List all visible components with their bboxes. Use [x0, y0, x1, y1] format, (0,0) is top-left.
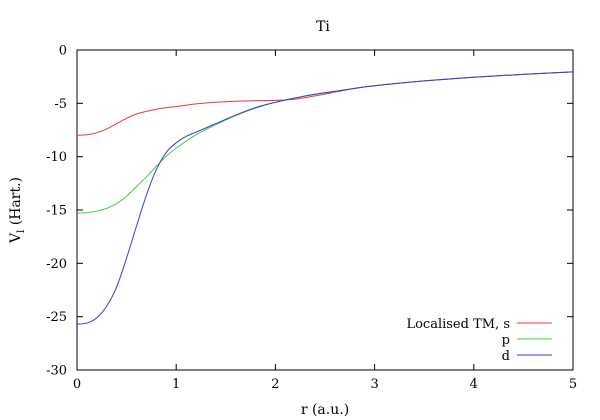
y-axis-label-main: V — [8, 232, 24, 244]
legend: Localised TM, s p d — [406, 317, 552, 364]
y-tick-label: -10 — [46, 150, 67, 165]
y-axis: 0 -5 -10 -15 -20 -25 -30 — [46, 44, 573, 379]
x-tick-label: 1 — [172, 377, 180, 392]
series-layer — [76, 71, 574, 325]
series-line-d — [76, 71, 574, 325]
legend-label-s: Localised TM, s — [406, 317, 510, 332]
y-tick-label: -20 — [46, 257, 67, 272]
x-axis: 0 1 2 3 4 5 — [73, 50, 577, 392]
y-tick-label: -15 — [46, 204, 67, 219]
x-tick-label: 3 — [370, 377, 378, 392]
legend-label-d: d — [502, 349, 510, 364]
series-line-s — [76, 71, 574, 136]
y-tick-label: -25 — [46, 310, 67, 325]
y-axis-label-rest: (Hart.) — [8, 177, 24, 230]
chart-title: Ti — [316, 19, 330, 35]
y-tick-label: -5 — [54, 97, 67, 112]
x-tick-label: 2 — [271, 377, 279, 392]
y-axis-label: Vl (Hart.) — [8, 177, 27, 244]
legend-label-p: p — [502, 333, 510, 348]
y-axis-label-sub: l — [16, 230, 27, 233]
y-tick-label: -30 — [46, 364, 67, 379]
x-tick-label: 0 — [73, 377, 81, 392]
x-tick-label: 5 — [569, 377, 577, 392]
y-tick-label: 0 — [59, 44, 67, 59]
x-axis-label: r (a.u.) — [301, 402, 349, 418]
x-tick-label: 4 — [470, 377, 478, 392]
